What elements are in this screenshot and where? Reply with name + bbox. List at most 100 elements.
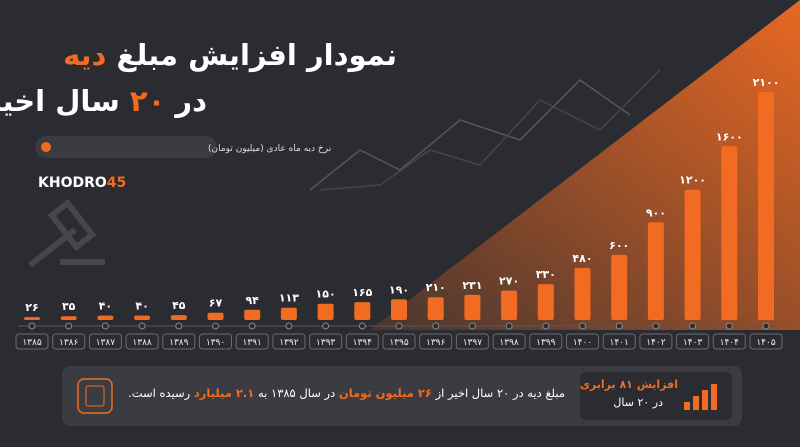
axis-dot bbox=[615, 322, 623, 330]
value-label: ۱۹۰ bbox=[389, 283, 409, 296]
x-tick-label: ۱۴۰۴ bbox=[720, 338, 740, 348]
value-label: ۲۱۰ bbox=[426, 281, 446, 294]
title-text: نمودار افزایش مبلغ bbox=[116, 38, 397, 72]
axis-dot bbox=[28, 322, 36, 330]
year-box bbox=[235, 333, 269, 350]
footer-part: مبلغ دیه در ۲۰ سال اخیر از bbox=[435, 386, 565, 400]
x-tick-label: ۱۴۰۱ bbox=[610, 338, 629, 348]
year-box bbox=[566, 333, 599, 350]
bar bbox=[464, 294, 481, 320]
x-tick-label: ۱۳۹۱ bbox=[243, 338, 262, 348]
year-box bbox=[749, 333, 783, 350]
bar bbox=[134, 315, 151, 320]
value-label: ۳۳۰ bbox=[536, 268, 556, 281]
year-box bbox=[88, 333, 122, 350]
bar bbox=[758, 92, 774, 320]
footer-text: مبلغ دیه در ۲۰ سال اخیر از ۲۶ میلیون توم… bbox=[120, 386, 565, 400]
decor-line bbox=[319, 69, 661, 191]
footer-part: رسیده است. bbox=[128, 386, 191, 400]
badge-line1: افزایش ۸۱ برابری bbox=[579, 378, 678, 391]
clipboard-icon-inner bbox=[85, 385, 105, 407]
clipboard-icon bbox=[77, 378, 113, 414]
title-line1: نمودار افزایش مبلغ دیه bbox=[0, 38, 397, 72]
bar bbox=[537, 284, 554, 320]
title-highlight: ۲۰ bbox=[129, 84, 166, 118]
axis-dot bbox=[579, 322, 586, 330]
bar bbox=[97, 315, 114, 320]
x-tick-label: ۱۳۹۵ bbox=[389, 338, 409, 348]
year-box bbox=[419, 333, 453, 350]
legend-swatch bbox=[41, 142, 51, 152]
year-box bbox=[529, 333, 563, 350]
value-label: ۴۰ bbox=[99, 300, 112, 313]
bar bbox=[574, 267, 591, 320]
x-tick-label: ۱۳۹۲ bbox=[279, 338, 299, 348]
axis-dot bbox=[212, 322, 219, 330]
x-tick-label: ۱۳۸۵ bbox=[22, 338, 42, 348]
year-box bbox=[162, 333, 196, 350]
year-box bbox=[15, 333, 49, 350]
x-tick-label: ۱۳۹۷ bbox=[463, 338, 483, 348]
bar bbox=[684, 189, 701, 320]
value-label: ۲۷۰ bbox=[499, 275, 519, 288]
badge-line2: در ۲۰ سال bbox=[613, 396, 663, 409]
axis-dot bbox=[652, 322, 660, 330]
title-text: در bbox=[175, 84, 207, 118]
bar bbox=[24, 317, 40, 320]
year-box bbox=[199, 333, 232, 350]
value-label: ۶۰۰ bbox=[609, 239, 629, 252]
axis-dot bbox=[762, 322, 770, 330]
growth-icon bbox=[684, 384, 717, 410]
axis-dot bbox=[395, 322, 403, 330]
axis-dot bbox=[505, 322, 513, 330]
axis-dot bbox=[468, 322, 476, 330]
x-tick-label: ۱۴۰۳ bbox=[683, 338, 703, 348]
value-label: ۳۵ bbox=[62, 300, 76, 313]
year-box bbox=[52, 333, 86, 350]
year-box bbox=[382, 333, 416, 350]
x-tick-label: ۱۴۰۵ bbox=[756, 338, 776, 348]
year-box bbox=[309, 333, 343, 350]
title-highlight: دیه bbox=[63, 38, 107, 72]
title-line2: در ۲۰ سال اخیر bbox=[0, 84, 207, 118]
axis-dot bbox=[285, 322, 293, 330]
bar bbox=[721, 146, 738, 320]
bar bbox=[280, 307, 297, 320]
x-tick-label: ۱۳۸۹ bbox=[169, 338, 189, 348]
bar bbox=[501, 290, 518, 320]
axis-dot bbox=[542, 322, 550, 330]
axis-dot bbox=[725, 322, 733, 330]
x-tick-label: ۱۳۹۸ bbox=[499, 338, 519, 348]
bar bbox=[244, 309, 261, 320]
axis-dot bbox=[101, 322, 109, 330]
bar bbox=[317, 303, 334, 320]
x-tick-label: ۱۳۹۰ bbox=[206, 338, 225, 348]
axis-dot bbox=[138, 322, 146, 330]
value-label: ۱۲۰۰ bbox=[679, 174, 706, 187]
year-box bbox=[455, 333, 489, 350]
bar bbox=[427, 297, 444, 320]
footer-box bbox=[62, 366, 742, 426]
footer-highlight: ۲۶ میلیون تومان bbox=[338, 386, 432, 400]
year-box bbox=[272, 333, 306, 350]
value-label: ۲۶ bbox=[25, 301, 38, 314]
axis-dot bbox=[65, 322, 73, 330]
value-label: ۱۱۳ bbox=[279, 292, 299, 305]
value-label: ۶۷ bbox=[209, 297, 223, 310]
brand-number: 45 bbox=[107, 175, 126, 191]
bar bbox=[354, 302, 371, 320]
value-label: ۱۵۰ bbox=[316, 288, 336, 301]
year-box bbox=[125, 333, 159, 350]
value-label: ۱۶۵ bbox=[352, 286, 372, 299]
axis-dot bbox=[322, 322, 330, 330]
legend-box bbox=[35, 136, 217, 158]
axis-dot bbox=[432, 322, 440, 330]
value-label: ۱۶۰۰ bbox=[716, 130, 743, 143]
value-label: ۴۰ bbox=[135, 300, 148, 313]
bar bbox=[611, 254, 628, 320]
x-tick-label: ۱۳۸۷ bbox=[96, 338, 116, 348]
axis-dot bbox=[175, 322, 183, 330]
bar bbox=[391, 299, 407, 320]
